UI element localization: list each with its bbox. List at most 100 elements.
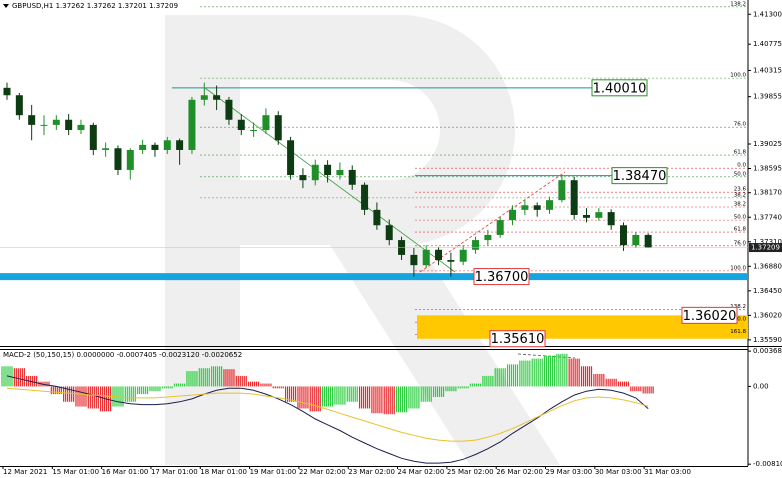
candle-body: [163, 140, 171, 150]
candle-body: [287, 140, 295, 176]
price-label: 1.36020: [683, 309, 737, 324]
x-tick-label: 15 Mar 01:00: [52, 468, 99, 476]
candle-body: [28, 115, 36, 125]
x-tick-label: 18 Mar 01:00: [200, 468, 247, 476]
x-tick-label: 23 Mar 02:00: [348, 468, 395, 476]
y-tick-label: 1.39025: [753, 140, 782, 148]
fib-label: 76.0: [734, 240, 747, 246]
x-tick-label: 29 Mar 03:00: [546, 468, 593, 476]
fib-label: 161.8: [730, 329, 746, 335]
y-tick-label: 1.37310: [753, 238, 782, 246]
last-price-label: 1.37209: [751, 244, 780, 252]
candle-body: [607, 212, 615, 226]
chart-title: GBPUSD,H1 1.37262 1.37262 1.37201 1.3720…: [12, 2, 178, 10]
candle-body: [484, 234, 492, 241]
watermark-stem: [165, 15, 240, 465]
candle-body: [644, 234, 652, 248]
candle-body: [213, 95, 221, 100]
candle-body: [620, 225, 627, 246]
candle-body: [533, 205, 541, 210]
candle-body: [521, 205, 529, 210]
candle-body: [324, 164, 332, 176]
price-label-box: [473, 268, 530, 286]
fib-label: 150.0: [730, 317, 746, 323]
y-tick-label: -0.0081084: [753, 460, 782, 468]
candle-body: [410, 254, 418, 266]
candle-body: [472, 240, 480, 250]
price-label: 1.35610: [491, 332, 545, 347]
candle-body: [250, 130, 258, 132]
candle-body: [570, 180, 578, 215]
price-label-box: [681, 306, 738, 324]
x-tick-label: 31 Mar 03:00: [644, 468, 691, 476]
candle-body: [40, 124, 48, 126]
y-tick-label: 1.37740: [753, 213, 782, 221]
watermark-bowl: [240, 15, 515, 245]
divergence-line: [517, 353, 576, 359]
y-tick-label: 1.36880: [753, 262, 782, 270]
x-tick-label: 26 Mar 02:00: [496, 468, 543, 476]
x-tick-label: 24 Mar 02:00: [398, 468, 445, 476]
x-tick-label: 19 Mar 01:00: [250, 468, 297, 476]
fib-label: 38.2: [734, 192, 746, 198]
price-label-box: [591, 79, 648, 97]
price-label: 1.36700: [475, 270, 529, 285]
candle-body: [361, 184, 369, 210]
candle-body: [225, 99, 233, 120]
candle-body: [373, 209, 381, 226]
indicator-line: [6, 387, 649, 442]
candle-body: [311, 164, 319, 181]
candle-body: [496, 220, 504, 235]
x-tick-label: 17 Mar 01:00: [151, 468, 198, 476]
candle-body: [336, 169, 344, 176]
candle-body: [237, 119, 245, 131]
candle-body: [65, 119, 73, 131]
fib-label: 0.0: [737, 163, 746, 169]
y-tick-label: 1.41300: [753, 10, 782, 18]
candle-body: [583, 214, 591, 218]
candle-body: [274, 115, 282, 141]
candle-body: [632, 234, 640, 246]
candle-body: [114, 148, 122, 170]
y-tick-label: 1.35590: [753, 336, 782, 344]
fib-label: 50.0: [734, 215, 747, 221]
price-label: 1.38470: [613, 169, 667, 184]
trend-line: [204, 87, 456, 273]
candle-body: [558, 180, 566, 201]
y-tick-label: 1.38170: [753, 189, 782, 197]
price-label-box: [611, 167, 668, 185]
fib-label: 138.2: [730, 1, 746, 7]
y-tick-label: 1.38595: [753, 165, 782, 173]
y-tick-label: 1.36020: [753, 311, 782, 319]
candle-body: [151, 144, 159, 150]
x-tick-label: 25 Mar 02:00: [447, 468, 494, 476]
x-tick-label: 12 Mar 2021: [3, 468, 47, 476]
candle-body: [447, 260, 455, 262]
watermark-leg: [330, 245, 560, 465]
y-tick-label: 0.0036809: [753, 347, 782, 355]
candle-body: [200, 95, 208, 100]
fib-label: 100.0: [730, 265, 746, 271]
last-price-box: [749, 243, 782, 253]
candle-body: [435, 249, 443, 261]
fib-label: 61.8: [734, 150, 747, 156]
candle-body: [77, 124, 85, 131]
indicator-title: MACD-2 (50,150,15) 0.0000000 -0.0007405 …: [3, 351, 242, 359]
candle-body: [139, 144, 147, 150]
fib-label: 100.0: [730, 73, 746, 79]
candle-body: [15, 95, 23, 116]
watermark: [165, 15, 560, 465]
y-tick-label: 1.39855: [753, 93, 782, 101]
price-label-box: [489, 330, 546, 348]
y-tick-label: 1.40775: [753, 40, 782, 48]
candle-body: [102, 148, 110, 150]
x-tick-label: 22 Mar 02:00: [299, 468, 346, 476]
symbol-marker: [3, 4, 9, 8]
fib-label: 61.8: [734, 227, 747, 233]
candle-body: [348, 169, 356, 185]
y-tick-label: 0.00: [753, 382, 769, 390]
candle-body: [188, 99, 196, 150]
price-label: 1.40010: [593, 81, 647, 96]
